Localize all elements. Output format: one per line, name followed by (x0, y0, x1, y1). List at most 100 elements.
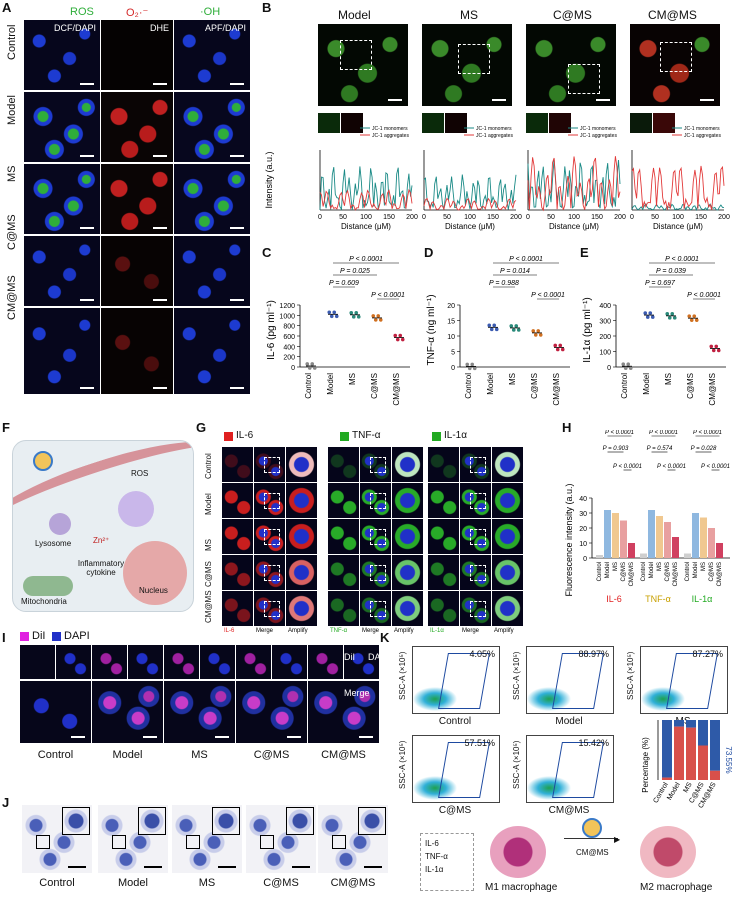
h-pval-2-2: P < 0.0001 (701, 464, 730, 470)
b-trace-monomers-2 (527, 158, 621, 209)
micrograph-g-IL-1α-Model-merge (460, 483, 491, 518)
flow-xlabel-4: CM@MS (548, 805, 590, 816)
d-pval-1: P = 0.014 (500, 268, 530, 275)
h-xtick-1-0: Control (641, 562, 647, 581)
b-xtick-3-4: 200 (718, 214, 730, 221)
h-ytick-3: 30 (579, 511, 587, 518)
h-xtick-1-1: Model (649, 562, 655, 578)
c-xtick-1: Model (326, 373, 335, 395)
micrograph-g-IL-1α-Control-marker (428, 447, 459, 482)
e-ytick-1: 100 (599, 350, 611, 357)
c-point-1-1 (329, 314, 334, 319)
panel-label-c: C (262, 245, 272, 260)
micrograph-g-IL-6-MS-merge (254, 519, 285, 554)
h-xtick-1-2: MS (657, 562, 663, 571)
b-xtick-3-2: 100 (672, 214, 684, 221)
probe-label-dhe: DHE (149, 23, 169, 33)
chart-h-fluorescence: Fluorescence intensity (a.u.) 0 10 20 30 40 C… (564, 430, 730, 604)
d-point-3-0 (531, 329, 536, 333)
c-ytick-4: 800 (283, 324, 295, 331)
m2-macrophage-icon (640, 826, 696, 878)
h-bar-1-4 (672, 537, 679, 558)
c-xtick-2: MS (348, 373, 357, 385)
k-bar-rest-2 (686, 720, 696, 728)
k-bar-positive-1 (674, 726, 684, 780)
e-point-4-1 (711, 348, 716, 353)
h-xtick-0-1: Model (605, 562, 611, 578)
panel-label-g: G (196, 420, 207, 435)
g-row-label-4: CM@MS (204, 590, 213, 623)
f-label-nucleus: Nucleus (139, 586, 168, 595)
micrograph-g-TNF-α-MS-marker (328, 519, 359, 554)
i-xlabel-4: CM@MS (321, 749, 366, 761)
b-header-cmms: CM@MS (648, 8, 697, 22)
b-legend-agg-0: JC-1 aggregates (372, 133, 409, 139)
inset-b-model-g (318, 113, 340, 133)
b-xtick-2-0: 0 (526, 214, 530, 221)
h-xtick-2-2: MS (701, 562, 707, 571)
panel-label-b: B (262, 0, 272, 15)
h-bar-2-4 (716, 543, 723, 558)
panel-label-e: E (580, 245, 589, 260)
probe-label-apf: APF/DAPI (204, 23, 246, 33)
k-bar-rest-4 (710, 720, 720, 771)
inset-b-cmms-g (630, 113, 652, 133)
mitochondria-shape (23, 576, 73, 596)
cmms-particle-icon (582, 818, 602, 838)
b-trace-aggregates-2 (527, 156, 621, 212)
row-label-ms: MS (6, 165, 18, 183)
j-inset-4 (358, 807, 386, 835)
j-xlabel-2: MS (198, 877, 216, 889)
micrograph-g-TNF-α-Control-marker (328, 447, 359, 482)
c-point-0-3 (312, 366, 317, 370)
micrograph-i-C@MS-dapi (272, 645, 307, 679)
h-bar-2-3 (708, 528, 715, 558)
k-m1-label: M1 macrophage (485, 882, 558, 893)
micrograph-a-ms-o2 (101, 164, 173, 234)
c-point-1-2 (332, 310, 337, 315)
c-point-4-3 (400, 337, 405, 342)
micrograph-g-IL-6-Control-amplify (286, 447, 317, 482)
nanoparticle-icon (33, 451, 53, 471)
c-point-3-3 (378, 318, 383, 322)
d-ytick-2: 10 (447, 334, 455, 341)
inset-b-cms-g (526, 113, 548, 133)
b-xtick-1-3: 150 (487, 214, 499, 221)
h-pval-0-1: P = 0.903 (603, 446, 629, 452)
d-point-0-0 (465, 362, 470, 367)
b-trace-aggregates-3 (631, 165, 725, 210)
d-point-1-3 (494, 327, 499, 332)
b-header-cms: C@MS (553, 8, 592, 22)
lysosome-shape (49, 513, 71, 535)
j-xlabel-1: Model (118, 877, 148, 889)
b-xtick-2-1: 50 (547, 214, 555, 221)
h-bar-1-2 (656, 516, 663, 558)
d-xtick-2: MS (508, 373, 517, 385)
d-point-0-3 (472, 366, 477, 371)
f-label-ros: ROS (131, 469, 149, 478)
e-point-4-2 (714, 344, 719, 349)
e-point-2-3 (672, 316, 677, 320)
micrograph-g-IL-1α-MS-marker (428, 519, 459, 554)
micrograph-g-IL-1α-CM@MS-marker (428, 591, 459, 626)
c-point-3-2 (376, 314, 381, 318)
c-ylabel: IL-6 (pg ml⁻¹) (266, 300, 277, 360)
e-point-0-1 (623, 366, 628, 371)
b-xtick-1-2: 100 (464, 214, 476, 221)
micrograph-i-C@MS-dil (236, 645, 271, 679)
micrograph-g-IL-6-C@MS-amplify (286, 555, 317, 590)
i-label-dil: DiI (344, 652, 355, 662)
micrograph-g-TNF-α-C@MS-marker (328, 555, 359, 590)
k-agent-label: CM@MS (576, 848, 609, 857)
c-point-2-0 (349, 311, 354, 315)
micrograph-a-control-oh: APF/DAPI (174, 20, 250, 90)
h-bar-2-1 (692, 513, 699, 558)
c-ytick-3: 600 (283, 334, 295, 341)
micrograph-g-IL-6-Control-marker (222, 447, 253, 482)
c-xtick-3: C@MS (370, 373, 379, 399)
c-pval-3: P < 0.0001 (371, 292, 405, 299)
h-bar-1-3 (664, 522, 671, 558)
g-row-label-1: Model (204, 493, 213, 515)
c-pval-1: P = 0.025 (340, 268, 370, 275)
